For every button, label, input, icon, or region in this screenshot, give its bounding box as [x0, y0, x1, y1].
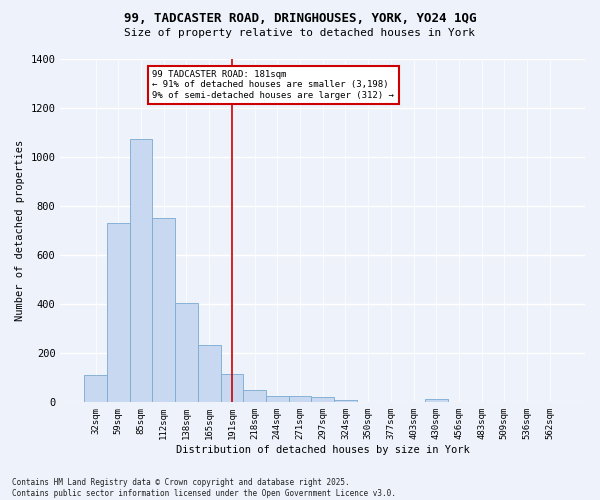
Bar	[425, 400, 448, 402]
Bar	[221, 374, 243, 402]
Bar	[130, 138, 152, 402]
Bar	[334, 400, 357, 402]
X-axis label: Distribution of detached houses by size in York: Distribution of detached houses by size …	[176, 445, 470, 455]
Bar	[243, 390, 266, 402]
Text: 99, TADCASTER ROAD, DRINGHOUSES, YORK, YO24 1QG: 99, TADCASTER ROAD, DRINGHOUSES, YORK, Y…	[124, 12, 476, 26]
Bar	[311, 398, 334, 402]
Bar	[198, 344, 221, 403]
Bar	[84, 376, 107, 402]
Bar	[175, 303, 198, 402]
Text: Contains HM Land Registry data © Crown copyright and database right 2025.
Contai: Contains HM Land Registry data © Crown c…	[12, 478, 396, 498]
Text: 99 TADCASTER ROAD: 181sqm
← 91% of detached houses are smaller (3,198)
9% of sem: 99 TADCASTER ROAD: 181sqm ← 91% of detac…	[152, 70, 394, 100]
Y-axis label: Number of detached properties: Number of detached properties	[15, 140, 25, 322]
Bar	[152, 218, 175, 402]
Bar	[266, 396, 289, 402]
Text: Size of property relative to detached houses in York: Size of property relative to detached ho…	[125, 28, 476, 38]
Bar	[107, 224, 130, 402]
Bar	[289, 396, 311, 402]
